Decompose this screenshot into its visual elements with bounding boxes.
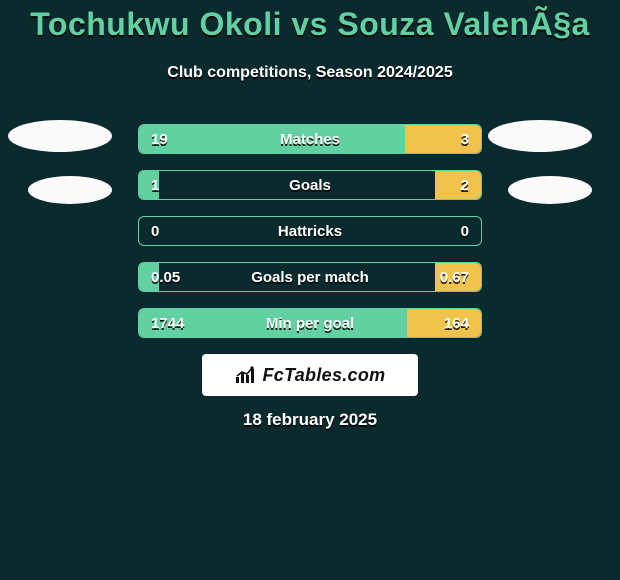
player-left-avatar-large [8, 120, 112, 152]
page-subtitle: Club competitions, Season 2024/2025 [0, 64, 620, 82]
stat-row: 1744164Min per goal [138, 308, 482, 338]
stat-row: 1 2Goals [138, 170, 482, 200]
player-right-avatar-large [488, 120, 592, 152]
brand-text: FcTables.com [263, 365, 386, 386]
stat-left-value: 0 [139, 217, 171, 246]
stat-row: 0.050.67Goals per match [138, 262, 482, 292]
stat-row: 0 0Hattricks [138, 216, 482, 246]
stat-left-value: 1 [139, 171, 171, 200]
stat-left-value: 1744 [139, 309, 196, 338]
stat-label: Goals [139, 171, 481, 200]
stat-right-value: 2 [449, 171, 481, 200]
stat-row: 193Matches [138, 124, 482, 154]
date-text: 18 february 2025 [0, 410, 620, 430]
player-right-avatar-small [508, 176, 592, 204]
stat-left-value: 19 [139, 125, 180, 154]
stat-right-value: 0.67 [428, 263, 481, 292]
page-title: Tochukwu Okoli vs Souza ValenÃ§a [0, 6, 620, 43]
stat-right-value: 164 [432, 309, 481, 338]
stat-right-value: 3 [449, 125, 481, 154]
chart-icon [235, 366, 257, 384]
player-left-avatar-small [28, 176, 112, 204]
stat-label: Hattricks [139, 217, 481, 246]
brand-badge: FcTables.com [202, 354, 418, 396]
stat-right-value: 0 [449, 217, 481, 246]
stat-left-value: 0.05 [139, 263, 192, 292]
